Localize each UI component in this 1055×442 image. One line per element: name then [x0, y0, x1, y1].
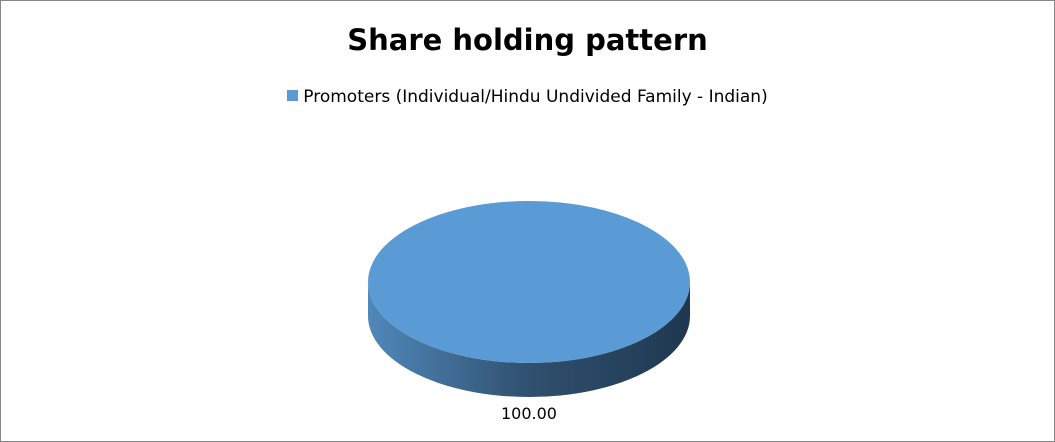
- legend-key-promoters: [287, 90, 299, 101]
- legend: Promoters (Individual/Hindu Undivided Fa…: [1, 87, 1054, 107]
- chart-title: Share holding pattern: [347, 23, 708, 57]
- pie-slice-side-0: [368, 282, 690, 397]
- pie-slice-0: [368, 201, 690, 363]
- legend-label-promoters: Promoters (Individual/Hindu Undivided Fa…: [303, 87, 768, 107]
